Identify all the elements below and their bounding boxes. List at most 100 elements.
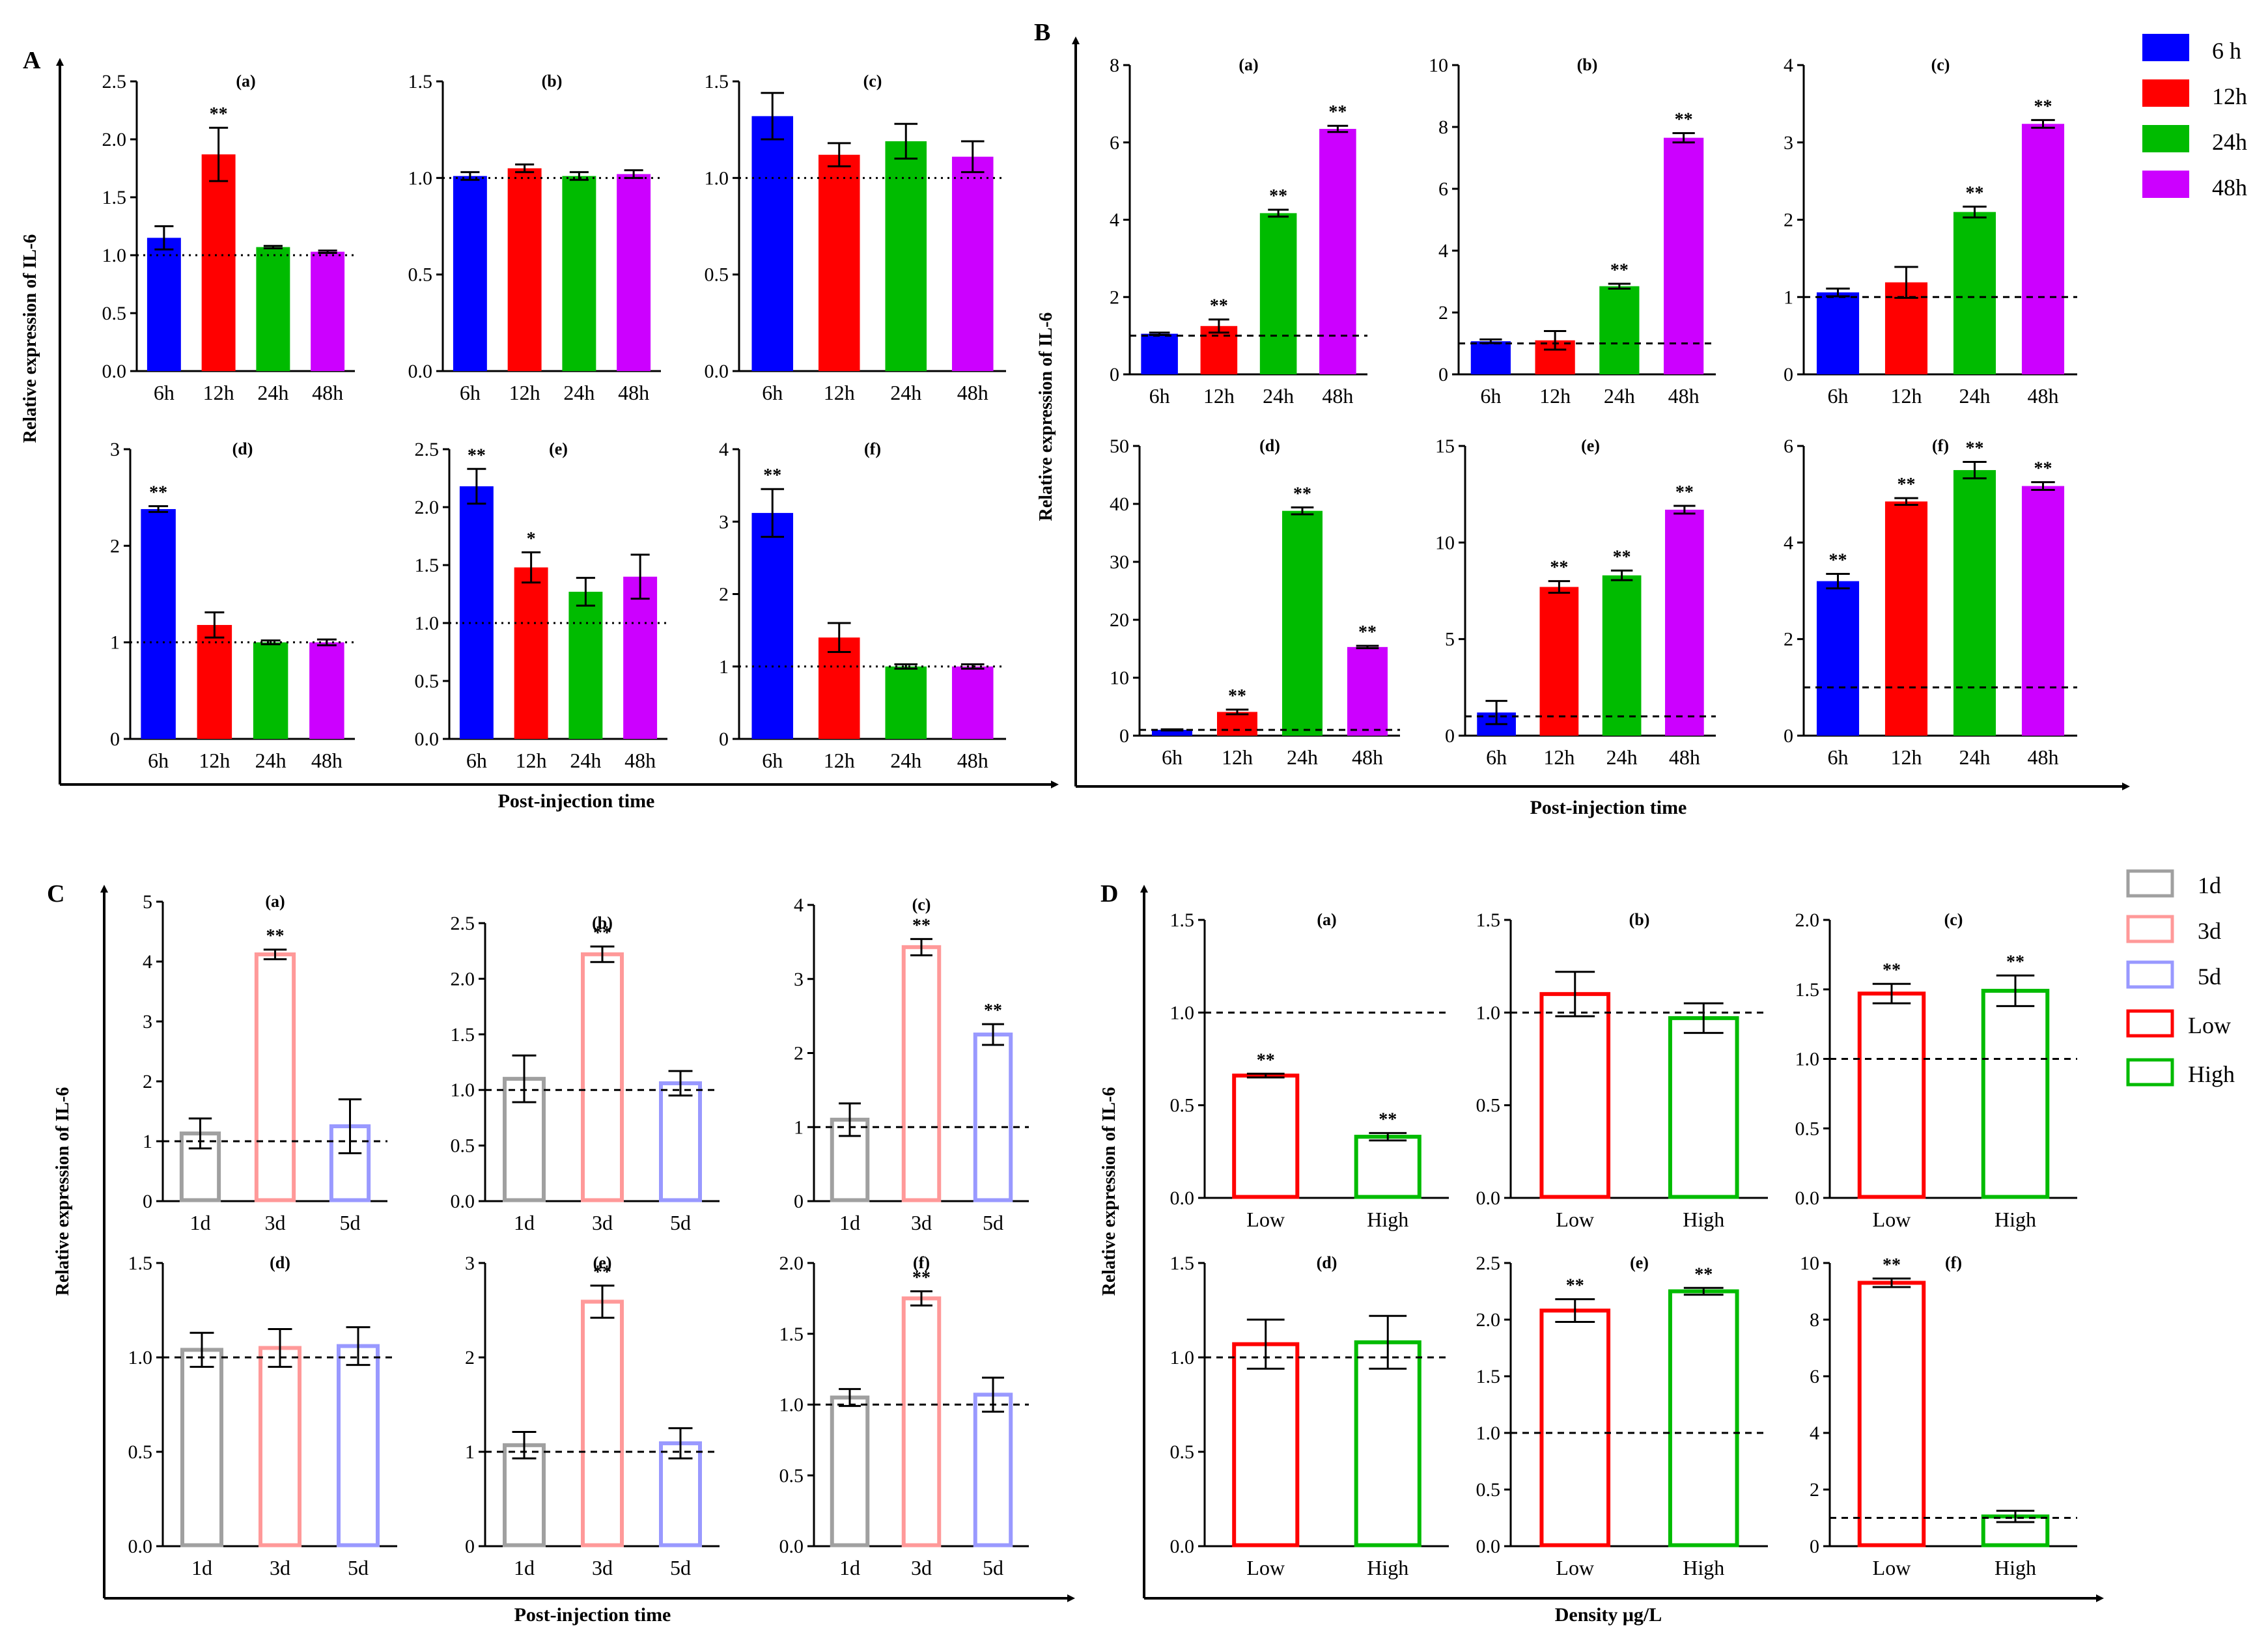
x-tick-label: High [1367, 1208, 1408, 1231]
x-tick-label: 48h [312, 381, 343, 404]
x-tick-label: 1d [839, 1211, 860, 1234]
error-bar [1485, 700, 1507, 725]
subplot-d-a: 0.0 0.5 1.0 1.5 (a) ** Low ** High [1170, 909, 1449, 1231]
bar-high [1354, 1340, 1421, 1547]
bar-48h [311, 251, 345, 371]
x-tick-label: High [1995, 1208, 2036, 1231]
x-tick-label: 48h [618, 381, 649, 404]
error-bar [1369, 1131, 1407, 1142]
x-tick-label: 48h [957, 381, 988, 404]
y-tick-label: 3 [465, 1253, 475, 1274]
x-tick-label: 6h [1162, 745, 1183, 769]
panel-a-ylabel: Relative expression of IL-6 [20, 234, 40, 443]
subplot-title: (c) [1944, 910, 1963, 929]
error-bar [1826, 573, 1850, 590]
error-bar [1872, 982, 1911, 1005]
y-tick-label: 0.5 [1476, 1095, 1501, 1117]
y-tick-label: 1.5 [415, 555, 440, 576]
subplot-a-d: 0 1 2 3 (d) ** 6h 12h 24h 48h [110, 439, 355, 772]
legend-day-density: 1d 3d 5d Low High [2126, 869, 2235, 1087]
x-tick-label: 6h [1828, 384, 1849, 408]
x-tick-label: High [1367, 1556, 1408, 1579]
y-tick-label: 1.0 [451, 1079, 475, 1101]
subplot-title: (e) [1630, 1253, 1649, 1272]
x-tick-label: 12h [1891, 384, 1922, 408]
subplot-title: (d) [1317, 1253, 1337, 1272]
y-tick-label: 6 [1784, 436, 1793, 457]
bar-high [1981, 988, 2050, 1199]
y-tick-label: 2 [110, 535, 120, 557]
panel-a-xlabel: Post-injection time [498, 790, 655, 812]
subplot-c-d: 0.0 0.5 1.0 1.5 (d) 1d 3d 5d [128, 1253, 397, 1579]
error-bar [1673, 505, 1696, 515]
y-tick-label: 2 [465, 1347, 475, 1368]
x-tick-label: Low [1246, 1208, 1285, 1231]
y-tick-label: 15 [1435, 436, 1455, 457]
subplot-title: (c) [912, 895, 931, 914]
x-tick-label: 12h [1222, 745, 1253, 769]
error-bar [522, 551, 541, 584]
y-tick-label: 2 [719, 584, 729, 605]
legend-swatch-high [2126, 1058, 2174, 1087]
y-tick-label: 4 [143, 951, 152, 973]
error-bar [1683, 1002, 1724, 1034]
y-tick-label: 0.0 [451, 1191, 475, 1212]
bar-6h [1141, 333, 1178, 374]
subplot-title: (a) [265, 892, 285, 911]
significance-mark: ** [1883, 960, 1901, 980]
subplot-title: (b) [1629, 910, 1650, 929]
significance-mark: ** [1613, 547, 1631, 567]
y-tick-label: 2.0 [102, 129, 127, 150]
subplot-a-c: 0.0 0.5 1.0 1.5 (c) 6h 12h 24h 48h [705, 71, 1006, 404]
x-tick-label: 48h [957, 749, 988, 772]
significance-mark: ** [1675, 110, 1693, 130]
x-tick-label: 3d [911, 1556, 932, 1579]
bar-12h [514, 567, 548, 739]
significance-mark: ** [2034, 459, 2052, 479]
x-tick-label: 48h [2028, 384, 2059, 408]
significance-mark: ** [1566, 1276, 1584, 1296]
error-bar [960, 663, 985, 670]
error-bar [260, 639, 281, 646]
significance-mark: ** [1897, 475, 1916, 495]
bar-low [1232, 1342, 1300, 1547]
y-tick-label: 0.0 [1170, 1187, 1195, 1209]
significance-mark: ** [210, 104, 228, 124]
y-tick-label: 2.0 [1795, 909, 1820, 931]
error-bar [1996, 974, 2035, 1007]
subplot-title: (b) [592, 913, 613, 932]
legend-label-24h: 24h [2212, 129, 2247, 155]
bar-48h [617, 174, 651, 371]
y-tick-label: 4 [1438, 240, 1448, 262]
bar-12h [1884, 501, 1928, 736]
legend-label-high: High [2188, 1061, 2235, 1087]
error-bar [1894, 497, 1918, 506]
y-tick-label: 0.0 [102, 361, 127, 382]
y-tick-label: 1.0 [1170, 1002, 1195, 1023]
y-tick-label: 0.0 [1476, 1536, 1501, 1557]
y-tick-label: 8 [1110, 55, 1119, 76]
panel-d-ylabel: Relative expression of IL-6 [1099, 1087, 1119, 1296]
significance-mark: ** [763, 465, 781, 486]
error-bar [590, 945, 615, 964]
x-tick-label: High [1995, 1556, 2036, 1579]
x-tick-label: 5d [340, 1211, 361, 1234]
x-tick-label: Low [1246, 1556, 1285, 1579]
bar-6h [1816, 292, 1860, 374]
bar-24h [1259, 213, 1297, 374]
subplot-title: (a) [236, 72, 255, 90]
error-bar [1872, 1277, 1911, 1288]
subplot-title: (e) [549, 439, 568, 458]
y-tick-label: 0.5 [128, 1441, 153, 1463]
bar-5d [659, 1081, 702, 1202]
legend-swatch-6h [2142, 34, 2189, 61]
significance-mark: ** [149, 483, 167, 503]
bar-3d [259, 1346, 301, 1547]
subplot-c-c: 0 1 2 3 4 (c) 1d ** 3d ** 5d [794, 895, 1029, 1234]
bar-48h [1665, 509, 1704, 736]
error-bar [839, 1102, 861, 1137]
bar-24h [568, 591, 603, 739]
subplot-b-e: 0 5 10 15 (e) 6h ** 12h ** 24h ** 48h [1435, 436, 1716, 769]
significance-mark: ** [1883, 1255, 1901, 1275]
